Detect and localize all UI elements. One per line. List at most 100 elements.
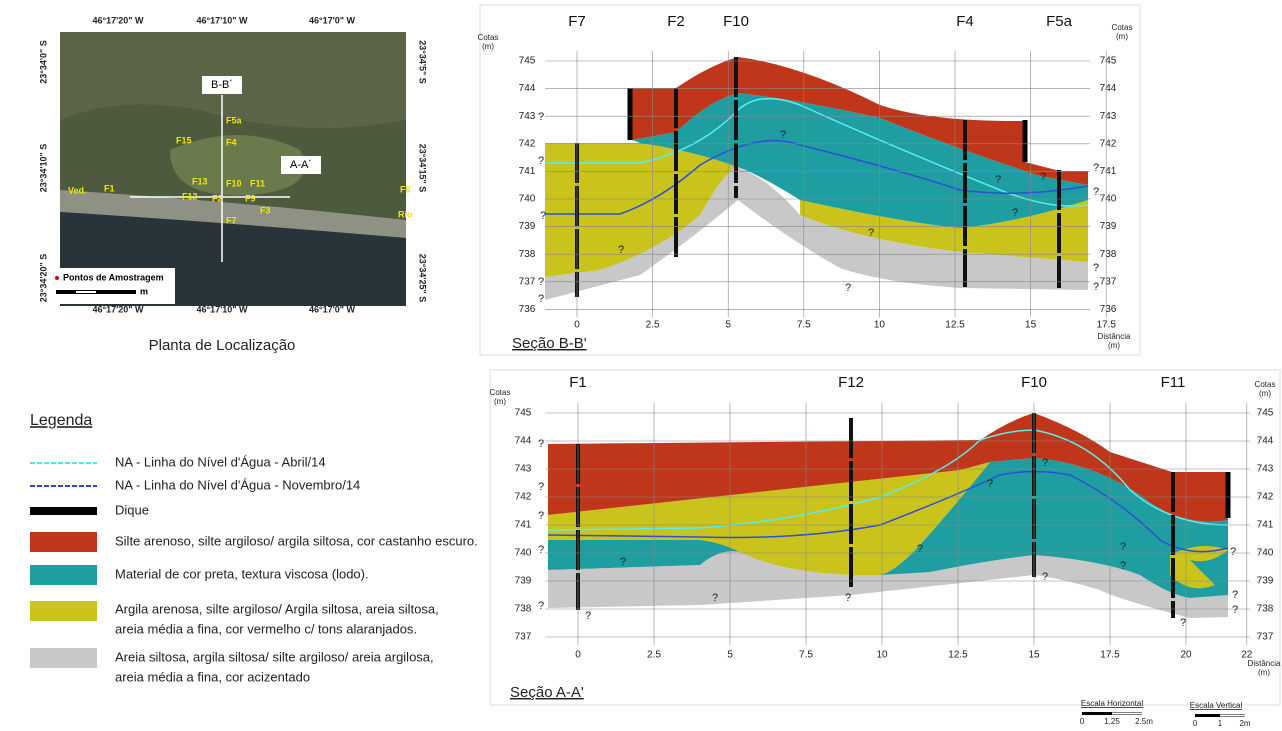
y-tick-label: 737 <box>1257 632 1274 643</box>
y-tick-label: 737 <box>1100 276 1117 287</box>
unknown-marker: ? <box>538 111 544 123</box>
x-tick-label: 12.5 <box>948 650 968 661</box>
map-point-label: F13 <box>192 176 208 186</box>
map-point-label: Rio <box>398 209 413 219</box>
scale-bar <box>76 291 96 293</box>
unknown-marker: ? <box>538 600 544 612</box>
axis-label: Cotas <box>490 388 511 397</box>
map-coordinate: 46°17'20" W <box>92 304 144 314</box>
map-point-label: F2 <box>212 193 223 203</box>
unknown-marker: ? <box>995 174 1001 186</box>
legend-text: areia média a fina, cor vermelho c/ tons… <box>115 621 417 636</box>
unknown-marker: ? <box>618 244 624 256</box>
map-coordinate: 23°34'10" S <box>38 144 48 193</box>
unknown-marker: ? <box>987 478 993 490</box>
unknown-marker: ? <box>540 210 546 222</box>
scale-bar <box>1112 713 1142 715</box>
unknown-marker: ? <box>845 592 851 604</box>
unknown-marker: ? <box>780 129 786 141</box>
unknown-marker: ? <box>1120 541 1126 553</box>
map-point-label: F1 <box>104 183 115 193</box>
unknown-marker: ? <box>1120 560 1126 572</box>
legend: Legenda NA - Linha do Nível d'Água - Abr… <box>30 412 478 684</box>
map-coordinate: 46°17'10" W <box>196 304 248 314</box>
legend-text: Argila arenosa, silte argiloso/ Argila s… <box>115 601 439 616</box>
scale-label: 1.25 <box>1104 717 1120 726</box>
y-tick-label: 742 <box>1257 492 1274 503</box>
scale-label: 1 <box>1218 719 1223 728</box>
y-tick-label: 743 <box>515 464 532 475</box>
unknown-marker: ? <box>538 481 544 493</box>
y-tick-label: 743 <box>519 111 536 122</box>
y-tick-label: 740 <box>1100 194 1117 205</box>
unknown-marker: ? <box>1180 617 1186 629</box>
legend-swatch <box>30 565 97 585</box>
scale-label: 2.5m <box>1135 717 1153 726</box>
scale-label: 2m <box>1239 719 1250 728</box>
map-point-label: F6 <box>400 184 411 194</box>
unknown-marker: ? <box>585 610 591 622</box>
unknown-marker: ? <box>538 544 544 556</box>
y-tick-label: 737 <box>515 632 532 643</box>
unknown-marker: ? <box>1093 281 1099 293</box>
axis-label: Cotas <box>1112 23 1133 32</box>
y-tick-label: 741 <box>519 166 536 177</box>
axis-label: (m) <box>482 42 494 51</box>
axis-label: (m) <box>1116 32 1128 41</box>
x-tick-label: 17.5 <box>1096 320 1116 331</box>
borehole-label: F5a <box>1046 13 1073 30</box>
axis-label: (m) <box>494 397 506 406</box>
map-coordinate: 23°34'15" S <box>418 144 428 193</box>
y-tick-label: 745 <box>515 408 532 419</box>
axis-label: Cotas <box>1255 380 1276 389</box>
y-tick-label: 744 <box>515 436 532 447</box>
y-tick-label: 739 <box>519 221 536 232</box>
scale-bar <box>1220 715 1245 717</box>
map-coordinate: 23°34'5" S <box>418 40 428 84</box>
y-tick-label: 742 <box>1100 138 1117 149</box>
axis-label: (m) <box>1108 341 1120 350</box>
map-point-label: F12 <box>182 191 198 201</box>
legend-text: NA - Linha do Nível d'Água - Novembro/14 <box>115 477 360 492</box>
unknown-marker: ? <box>868 227 874 239</box>
x-tick-label: 7.5 <box>797 320 811 331</box>
legend-text: areia média a fina, cor acizentado <box>115 669 310 684</box>
section-title: Seção B-B' <box>512 335 587 352</box>
unknown-marker: ? <box>845 282 851 294</box>
x-tick-label: 15 <box>1028 650 1040 661</box>
section-label: B-B´ <box>211 79 233 91</box>
y-tick-label: 738 <box>1100 249 1117 260</box>
legend-swatch <box>30 532 97 552</box>
y-tick-label: 742 <box>515 492 532 503</box>
y-tick-label: 739 <box>1100 221 1117 232</box>
borehole-label: F11 <box>1161 374 1186 391</box>
borehole-label: F1 <box>569 374 587 391</box>
y-tick-label: 737 <box>519 276 536 287</box>
x-tick-label: 20 <box>1180 650 1192 661</box>
x-tick-label: 5 <box>727 650 733 661</box>
y-tick-label: 740 <box>519 194 536 205</box>
borehole-label: F10 <box>1021 374 1047 391</box>
map-point-label: F5a <box>226 115 243 125</box>
y-tick-label: 745 <box>1100 56 1117 67</box>
unknown-marker: ? <box>1040 171 1046 183</box>
y-tick-label: 745 <box>1257 408 1274 419</box>
unknown-marker: ? <box>1093 162 1099 174</box>
unknown-marker: ? <box>1232 589 1238 601</box>
y-tick-label: 741 <box>1100 166 1117 177</box>
map-coordinate: 46°17'20" W <box>92 15 144 25</box>
unknown-marker: ? <box>712 592 718 604</box>
map-coordinate: 23°34'20" S <box>38 254 48 303</box>
axis-label: (m) <box>1258 668 1270 677</box>
axis-label: Distância <box>1248 659 1281 668</box>
x-tick-label: 0 <box>574 320 580 331</box>
y-tick-label: 739 <box>1257 576 1274 587</box>
x-tick-label: 17.5 <box>1100 650 1120 661</box>
legend-title: Legenda <box>30 412 92 429</box>
unknown-marker: ? <box>1230 546 1236 558</box>
borehole-label: F4 <box>956 13 974 30</box>
y-tick-label: 745 <box>519 56 536 67</box>
legend-swatch <box>30 648 97 668</box>
map-point-label: F4 <box>226 137 237 147</box>
y-tick-label: 741 <box>1257 520 1274 531</box>
